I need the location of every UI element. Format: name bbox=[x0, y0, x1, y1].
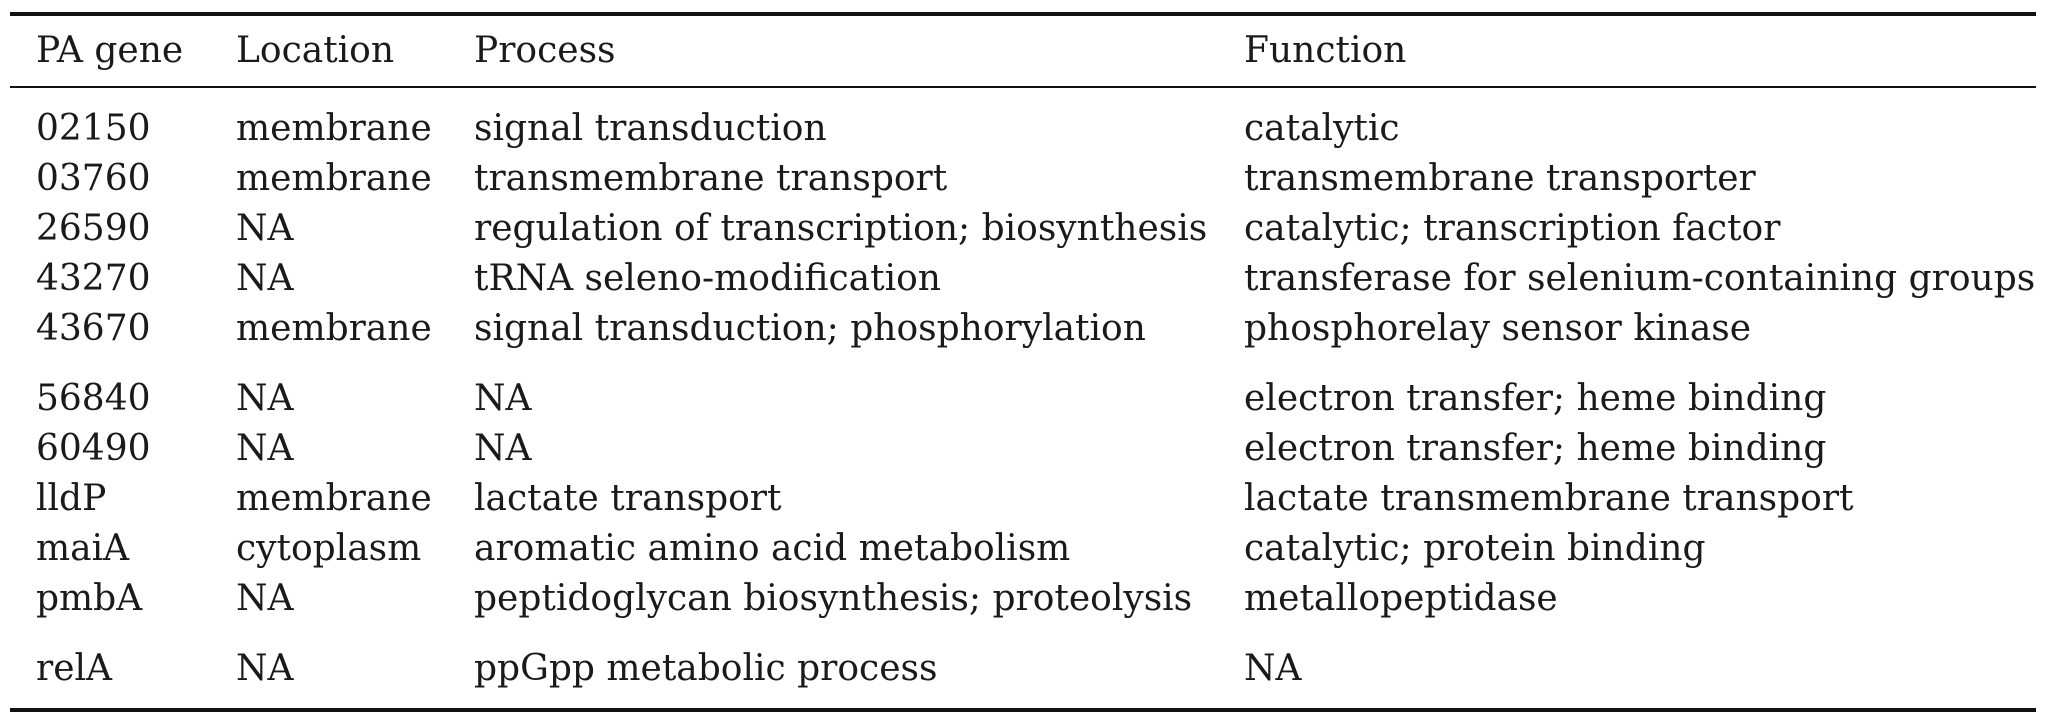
table-row: relA NA ppGpp metabolic process NA bbox=[10, 624, 2036, 710]
cell-process: peptidoglycan biosynthesis; proteolysis bbox=[474, 578, 1193, 619]
cell-location: membrane bbox=[236, 478, 432, 519]
cell-pa-gene: 43270 bbox=[36, 258, 151, 299]
cell-function: transferase for selenium-containing grou… bbox=[1244, 258, 2036, 299]
cell-pa-gene: maiA bbox=[36, 528, 130, 569]
table-row: 03760 membrane transmembrane transport t… bbox=[10, 154, 2036, 204]
cell-process: signal transduction bbox=[474, 108, 827, 149]
cell-location: membrane bbox=[236, 308, 432, 349]
table-row: lldP membrane lactate transport lactate … bbox=[10, 474, 2036, 524]
cell-process: NA bbox=[474, 428, 532, 469]
table-row: 43270 NA tRNA seleno-modification transf… bbox=[10, 254, 2036, 304]
header-function: Function bbox=[1244, 30, 1407, 71]
cell-function: phosphorelay sensor kinase bbox=[1244, 308, 1752, 349]
cell-location: membrane bbox=[236, 158, 432, 199]
cell-pa-gene: pmbA bbox=[36, 578, 143, 619]
header-row: PA gene Location Process Function bbox=[10, 14, 2036, 87]
cell-process: regulation of transcription; biosynthesi… bbox=[474, 208, 1208, 249]
cell-pa-gene: 26590 bbox=[36, 208, 151, 249]
cell-function: NA bbox=[1244, 648, 1302, 689]
cell-process: transmembrane transport bbox=[474, 158, 948, 199]
cell-function: electron transfer; heme binding bbox=[1244, 378, 1827, 419]
cell-process: aromatic amino acid metabolism bbox=[474, 528, 1071, 569]
cell-function: metallopeptidase bbox=[1244, 578, 1558, 619]
cell-pa-gene: 02150 bbox=[36, 108, 151, 149]
cell-pa-gene: 60490 bbox=[36, 428, 151, 469]
header-location: Location bbox=[236, 30, 395, 71]
cell-function: catalytic bbox=[1244, 108, 1400, 149]
cell-location: cytoplasm bbox=[236, 528, 422, 569]
cell-process: signal transduction; phosphorylation bbox=[474, 308, 1146, 349]
cell-process: lactate transport bbox=[474, 478, 782, 519]
header-pa-gene: PA gene bbox=[36, 30, 184, 71]
cell-location: NA bbox=[236, 428, 294, 469]
cell-location: NA bbox=[236, 378, 294, 419]
cell-location: NA bbox=[236, 578, 294, 619]
cell-process: ppGpp metabolic process bbox=[474, 648, 938, 689]
cell-function: catalytic; protein binding bbox=[1244, 528, 1706, 569]
cell-location: membrane bbox=[236, 108, 432, 149]
cell-function: electron transfer; heme binding bbox=[1244, 428, 1827, 469]
cell-process: NA bbox=[474, 378, 532, 419]
gene-annotation-table-container: PA gene Location Process Function 02150 … bbox=[10, 12, 2036, 712]
cell-process: tRNA seleno-modification bbox=[474, 258, 941, 299]
table-row: 26590 NA regulation of transcription; bi… bbox=[10, 204, 2036, 254]
cell-function: lactate transmembrane transport bbox=[1244, 478, 1854, 519]
cell-location: NA bbox=[236, 208, 294, 249]
table-row: 60490 NA NA electron transfer; heme bind… bbox=[10, 424, 2036, 474]
table-row: maiA cytoplasm aromatic amino acid metab… bbox=[10, 524, 2036, 574]
cell-function: transmembrane transporter bbox=[1244, 158, 1756, 199]
table-row: 43670 membrane signal transduction; phos… bbox=[10, 304, 2036, 354]
cell-pa-gene: 43670 bbox=[36, 308, 151, 349]
cell-pa-gene: lldP bbox=[36, 478, 107, 519]
header-process: Process bbox=[474, 30, 616, 71]
cell-function: catalytic; transcription factor bbox=[1244, 208, 1781, 249]
table-row: 56840 NA NA electron transfer; heme bind… bbox=[10, 354, 2036, 424]
table-header: PA gene Location Process Function bbox=[10, 14, 2036, 87]
cell-location: NA bbox=[236, 258, 294, 299]
cell-location: NA bbox=[236, 648, 294, 689]
cell-pa-gene: 03760 bbox=[36, 158, 151, 199]
gene-annotation-table: PA gene Location Process Function 02150 … bbox=[10, 12, 2036, 712]
table-row: 02150 membrane signal transduction catal… bbox=[10, 87, 2036, 154]
table-row: pmbA NA peptidoglycan biosynthesis; prot… bbox=[10, 574, 2036, 624]
cell-pa-gene: relA bbox=[36, 648, 113, 689]
cell-pa-gene: 56840 bbox=[36, 378, 151, 419]
table-body: 02150 membrane signal transduction catal… bbox=[10, 87, 2036, 710]
